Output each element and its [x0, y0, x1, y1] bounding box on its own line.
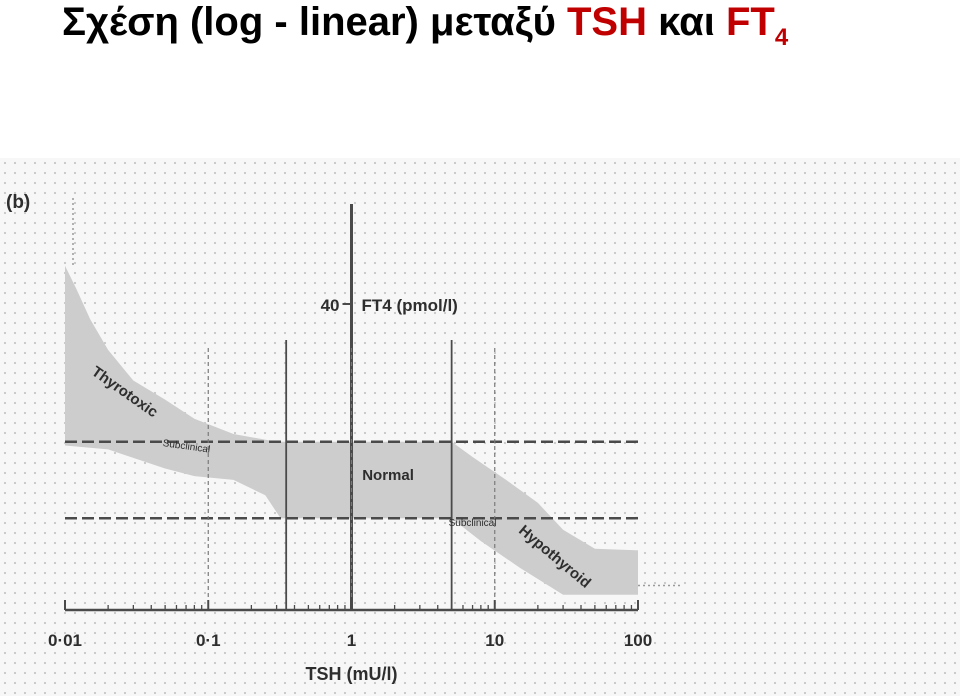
x-tick-label: 10 — [485, 631, 504, 650]
region-annotation: Subclinical — [449, 518, 497, 529]
tsh-ft4-chart: (b) 40 FT4 (pmol/l) 0·01 0·1 1 10 100 TSH (mU/l)… — [6, 192, 683, 684]
title-ft-text: FT — [725, 0, 775, 44]
title-kai: και — [658, 0, 715, 44]
title-ft-subscript: 4 — [774, 24, 789, 51]
title-prefix: Σχέση (log - linear) μεταξύ — [62, 0, 556, 44]
ft4-tick-label: 40 — [321, 296, 340, 315]
slide-title: Σχέση (log - linear) μεταξύ TSH και FT4 — [62, 0, 788, 50]
chart-figure: (b) 40 FT4 (pmol/l) 0·01 0·1 1 10 100 TSH (mU/l)… — [0, 158, 960, 696]
title-tsh: TSH — [567, 0, 647, 44]
x-tick-label: 1 — [347, 631, 356, 650]
panel-label: (b) — [6, 192, 30, 213]
title-ft: FT4 — [725, 0, 788, 50]
x-tick-label: 100 — [624, 631, 652, 650]
x-tick-label: 0·01 — [48, 631, 82, 650]
region-annotation: Normal — [362, 467, 414, 484]
ft4-axis-label: FT4 (pmol/l) — [362, 296, 458, 315]
x-tick-label: 0·1 — [196, 631, 221, 650]
tsh-axis-label: TSH (mU/l) — [306, 664, 398, 684]
